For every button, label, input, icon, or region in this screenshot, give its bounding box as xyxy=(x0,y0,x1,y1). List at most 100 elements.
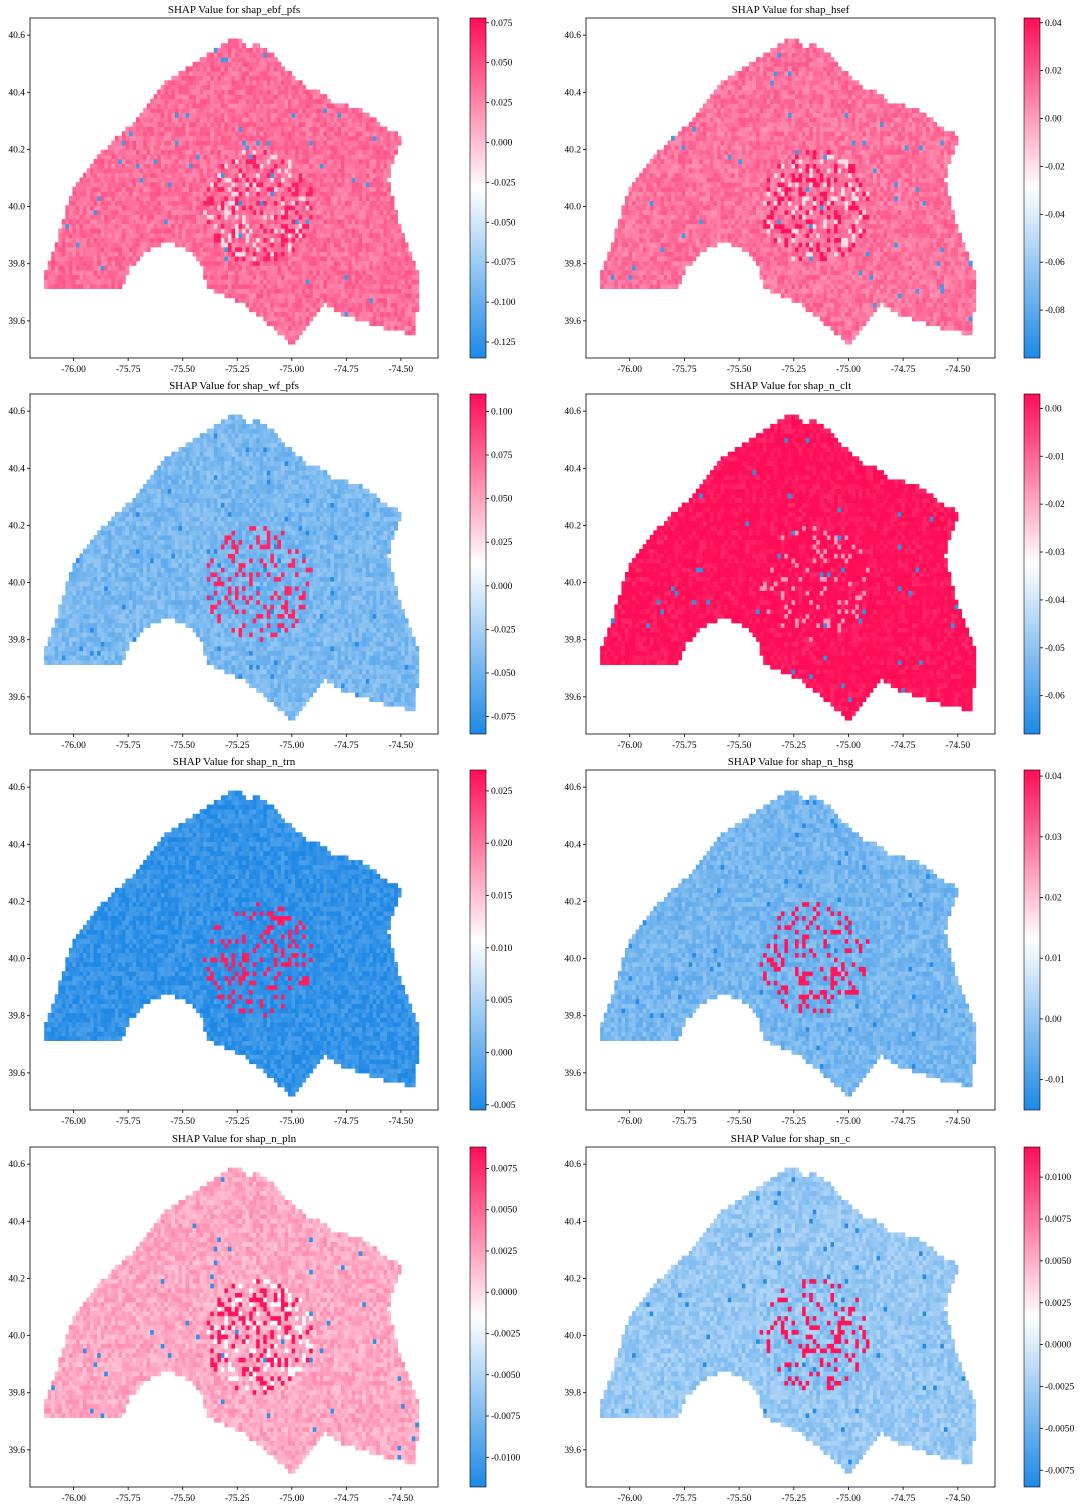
map-cell xyxy=(207,154,211,159)
map-cell xyxy=(154,103,158,108)
map-cell xyxy=(217,228,221,233)
map-cell xyxy=(207,182,211,187)
map-cell xyxy=(376,302,380,307)
map-cell xyxy=(345,238,349,243)
map-cell xyxy=(366,127,370,132)
map-cell xyxy=(302,312,306,317)
colorbar-tick-label: -0.050 xyxy=(491,218,516,228)
map-cell xyxy=(338,164,342,169)
map-cell xyxy=(373,261,377,266)
map-cell xyxy=(118,261,122,266)
map-cell xyxy=(341,108,345,113)
map-cell xyxy=(330,145,334,150)
map-cell xyxy=(338,302,342,307)
map-cell xyxy=(203,173,207,178)
map-cell xyxy=(200,80,204,85)
map-cell xyxy=(316,265,320,270)
map-cell xyxy=(362,302,366,307)
map-cell xyxy=(115,177,119,182)
map-cell xyxy=(274,127,278,132)
map-cell xyxy=(239,215,243,220)
map-cell xyxy=(72,238,76,243)
map-cell xyxy=(309,177,313,182)
map-cell xyxy=(334,215,338,220)
map-cell xyxy=(228,247,232,252)
map-cell xyxy=(338,238,342,243)
map-cell xyxy=(355,298,359,303)
map-cell xyxy=(217,113,221,118)
map-cell xyxy=(97,224,101,229)
map-cell xyxy=(231,182,235,187)
map-cell xyxy=(129,150,133,155)
map-cell xyxy=(143,247,147,252)
map-cell xyxy=(161,182,165,187)
map-cell xyxy=(224,117,228,122)
map-cell xyxy=(143,127,147,132)
map-cell xyxy=(323,228,327,233)
map-cell xyxy=(231,289,235,294)
map-cell xyxy=(267,159,271,164)
map-cell xyxy=(246,113,250,118)
map-cell xyxy=(111,256,115,261)
map-cell xyxy=(182,122,186,127)
map-cell xyxy=(284,298,288,303)
map-cell xyxy=(231,228,235,233)
map-cell xyxy=(299,205,303,210)
map-cell xyxy=(362,293,366,298)
map-cell xyxy=(373,247,377,252)
map-cell xyxy=(175,76,179,81)
map-cell xyxy=(210,57,214,62)
map-cell xyxy=(200,182,204,187)
map-cell xyxy=(316,256,320,261)
map-cell xyxy=(72,233,76,238)
map-cell xyxy=(217,279,221,284)
map-cell xyxy=(168,108,172,113)
map-cell xyxy=(253,210,257,215)
map-cell xyxy=(646,252,650,257)
map-cell xyxy=(348,242,352,247)
map-cell xyxy=(643,224,647,229)
map-cell xyxy=(83,261,87,266)
map-cell xyxy=(398,289,402,294)
map-cell xyxy=(228,103,232,108)
map-cell xyxy=(292,191,296,196)
map-cell xyxy=(256,154,260,159)
map-cell xyxy=(221,265,225,270)
map-cell xyxy=(221,136,225,141)
map-cell xyxy=(178,85,182,90)
map-cell xyxy=(267,201,271,206)
map-cell xyxy=(281,66,285,71)
map-cell xyxy=(341,228,345,233)
map-cell xyxy=(87,219,91,224)
map-cell xyxy=(133,131,137,136)
map-cell xyxy=(327,168,331,173)
map-cell xyxy=(394,242,398,247)
map-cell xyxy=(260,145,264,150)
map-cell xyxy=(129,187,133,192)
map-cell xyxy=(168,145,172,150)
map-cell xyxy=(207,173,211,178)
map-cell xyxy=(629,210,633,215)
map-cell xyxy=(320,94,324,99)
map-cell xyxy=(239,252,243,257)
map-cell xyxy=(193,159,197,164)
map-cell xyxy=(221,122,225,127)
map-cell xyxy=(302,131,306,136)
map-cell xyxy=(263,205,267,210)
map-cell xyxy=(327,275,331,280)
map-cell xyxy=(154,159,158,164)
map-cell xyxy=(398,326,402,331)
map-cell xyxy=(164,113,168,118)
map-cell xyxy=(359,182,363,187)
map-cell xyxy=(231,187,235,192)
map-cell xyxy=(362,182,366,187)
map-cell xyxy=(348,154,352,159)
map-cell xyxy=(193,145,197,150)
map-cell xyxy=(636,284,640,289)
map-cell xyxy=(380,210,384,215)
map-cell xyxy=(221,94,225,99)
map-cell xyxy=(133,187,137,192)
map-cell xyxy=(147,122,151,127)
map-cell xyxy=(302,103,306,108)
map-cell xyxy=(295,182,299,187)
